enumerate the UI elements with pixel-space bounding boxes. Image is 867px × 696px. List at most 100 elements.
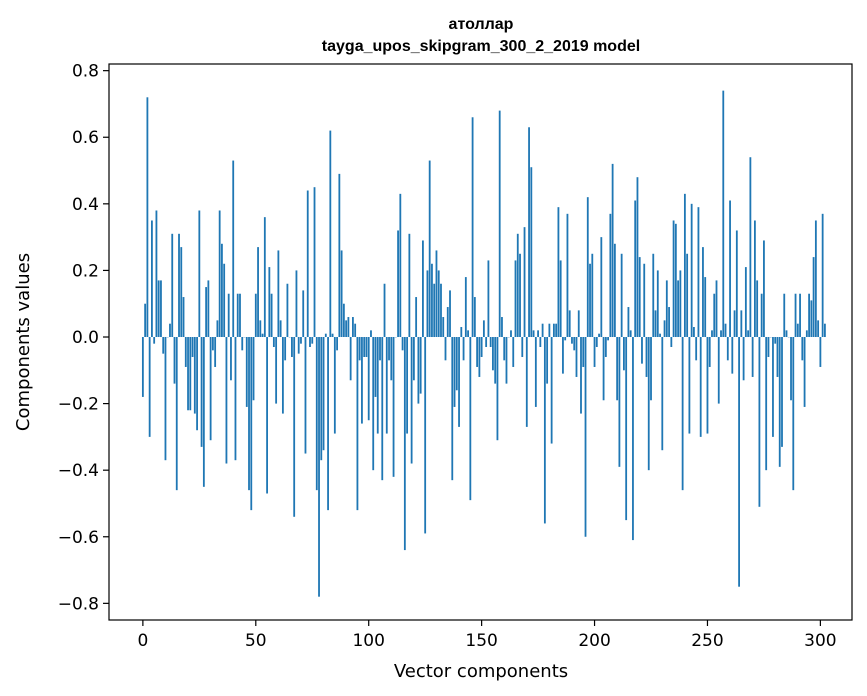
bar — [523, 227, 526, 338]
bar — [406, 337, 409, 434]
bar — [580, 337, 582, 414]
bar — [573, 337, 576, 351]
bar — [431, 263, 433, 338]
bar — [187, 337, 189, 411]
bar — [566, 213, 569, 338]
bar — [313, 187, 316, 338]
bar — [496, 337, 499, 441]
bar — [652, 253, 655, 337]
bar — [584, 337, 587, 537]
bar — [191, 337, 194, 357]
bar — [236, 293, 239, 337]
bar — [370, 330, 372, 338]
bar — [169, 323, 171, 338]
bar — [333, 337, 336, 434]
bar — [801, 337, 804, 361]
bar — [494, 337, 497, 384]
x-tick-label: 150 — [465, 631, 497, 651]
bar — [318, 337, 320, 597]
x-tick-label: 100 — [352, 631, 384, 651]
bar — [223, 263, 226, 338]
bar — [715, 280, 718, 338]
bar — [543, 337, 546, 524]
bar — [654, 310, 657, 337]
bar — [609, 213, 612, 338]
bar — [776, 337, 779, 377]
x-tick-label: 300 — [804, 631, 836, 651]
bar — [693, 327, 695, 338]
bar — [388, 337, 390, 361]
bar — [198, 210, 201, 337]
bar — [760, 293, 763, 337]
bar — [591, 253, 594, 337]
bar — [182, 297, 185, 337]
bar — [733, 310, 736, 337]
bar — [464, 277, 467, 338]
y-tick-label: 0.8 — [72, 62, 99, 82]
bar — [403, 337, 406, 551]
bar — [248, 337, 250, 491]
bar — [200, 337, 203, 447]
bar — [254, 293, 257, 337]
bar — [239, 293, 241, 337]
bar — [412, 337, 415, 381]
bar — [415, 297, 418, 337]
bar — [803, 337, 806, 407]
bar — [790, 337, 792, 401]
bar — [620, 253, 623, 337]
bar — [661, 337, 664, 451]
bar — [261, 333, 264, 338]
bar — [519, 253, 521, 337]
bar — [446, 307, 449, 337]
bar — [374, 337, 377, 397]
bar — [744, 267, 747, 338]
bar — [516, 233, 519, 338]
bar — [279, 320, 282, 338]
bar — [571, 337, 573, 344]
bar — [729, 200, 731, 337]
bar — [731, 337, 734, 374]
bar — [367, 337, 370, 421]
bar — [767, 337, 770, 357]
bar — [805, 330, 808, 338]
bar — [196, 337, 198, 431]
bar — [713, 293, 716, 337]
bar — [451, 337, 454, 481]
bar — [625, 337, 628, 521]
bar — [749, 157, 752, 337]
bar — [528, 127, 530, 338]
bar — [738, 337, 740, 587]
bar — [358, 337, 361, 361]
bar — [230, 337, 232, 381]
bar — [444, 337, 447, 361]
bar — [385, 337, 388, 434]
bar — [492, 337, 494, 371]
bar — [595, 337, 598, 347]
chart-title: атоллар — [449, 16, 514, 33]
bar — [376, 337, 379, 434]
bar — [708, 337, 711, 367]
bar — [742, 337, 745, 381]
bar — [638, 257, 641, 337]
bar — [471, 117, 474, 338]
bar — [460, 327, 463, 338]
bar — [338, 173, 341, 338]
bar — [146, 97, 149, 337]
bar — [315, 337, 318, 491]
bar — [340, 250, 343, 337]
bar — [616, 337, 619, 401]
bar — [225, 337, 228, 464]
bar — [521, 337, 524, 357]
x-tick-label: 200 — [578, 631, 610, 651]
bar — [659, 333, 661, 338]
bar — [164, 337, 167, 461]
y-tick-label: −0.6 — [58, 528, 99, 548]
bar — [268, 267, 271, 338]
bar — [193, 337, 196, 414]
x-tick-label: 0 — [137, 631, 148, 651]
bar — [272, 337, 275, 347]
bar — [758, 337, 761, 507]
bar — [765, 337, 768, 471]
bar — [668, 307, 670, 337]
